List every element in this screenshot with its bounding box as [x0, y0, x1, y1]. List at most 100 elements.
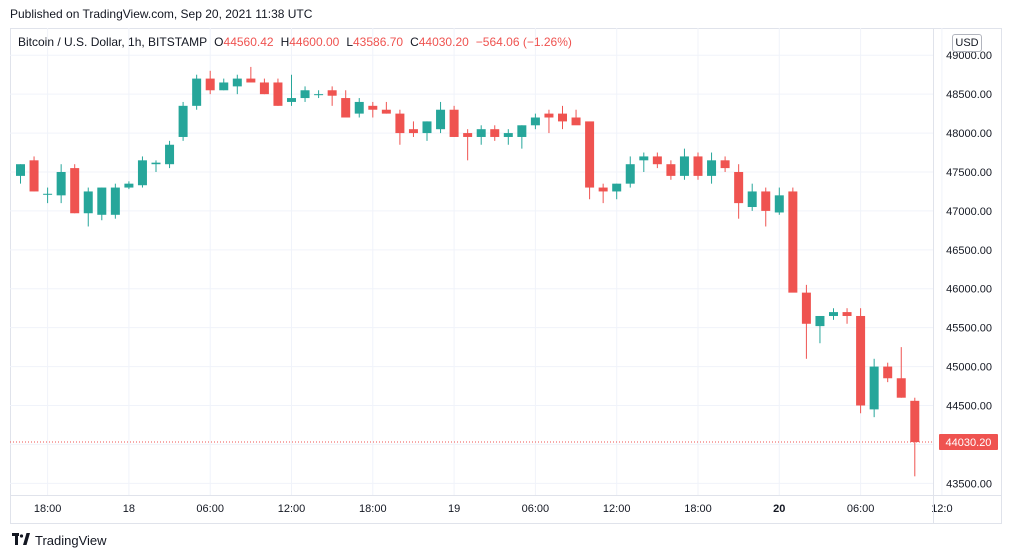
candle [219, 78, 229, 91]
legend-low-label: L [346, 35, 353, 49]
candle [829, 308, 838, 320]
candle-body [341, 98, 351, 118]
x-tick-label: 18:00 [359, 503, 387, 515]
candle [815, 315, 825, 344]
candle [720, 156, 730, 172]
candle [422, 121, 432, 141]
legend-high-value: 44600.00 [289, 35, 340, 49]
legend-close-value: 44030.20 [418, 35, 469, 49]
candle [517, 125, 527, 149]
candle [381, 101, 391, 114]
candle-body [70, 168, 80, 214]
candle-body [883, 366, 893, 379]
candle [503, 129, 513, 145]
x-tick-label: 12:00 [603, 503, 631, 515]
candle [368, 101, 378, 118]
candle [476, 125, 486, 145]
candle-body [679, 156, 689, 176]
candle-body [910, 400, 920, 443]
candle-body [503, 133, 513, 137]
candle-body [585, 121, 595, 188]
candle [856, 308, 866, 414]
y-tick-label: 47500.00 [946, 167, 992, 179]
chart-frame [10, 28, 1002, 524]
candle-body [842, 312, 852, 316]
candle [151, 160, 161, 172]
candle-body [815, 315, 825, 327]
x-tick-label: 06:00 [196, 503, 224, 515]
candle-body [652, 156, 662, 165]
y-tick-label: 46000.00 [946, 284, 992, 296]
candle-body [16, 164, 25, 176]
candle-body [29, 160, 39, 192]
y-tick-label: 44500.00 [946, 400, 992, 412]
currency-button[interactable]: USD [952, 34, 982, 52]
candle [490, 125, 500, 141]
candle-body [300, 90, 310, 99]
candle [558, 105, 567, 130]
candle [354, 98, 364, 118]
candle-body [774, 195, 784, 213]
candle-body [693, 156, 703, 176]
candle-body [856, 315, 866, 406]
candle-body [273, 82, 283, 106]
x-tick-label: 12:00 [278, 503, 306, 515]
candle [666, 160, 676, 180]
candle [747, 183, 757, 211]
candle [585, 121, 595, 200]
y-tick-label: 48500.00 [946, 89, 992, 101]
candle [259, 78, 269, 95]
candle-body [896, 378, 906, 398]
candle [395, 109, 405, 145]
candle-body [436, 109, 446, 130]
candle [436, 101, 446, 134]
candle [178, 101, 188, 141]
candle-body [788, 191, 798, 293]
candle-body [720, 160, 730, 169]
candle [598, 183, 608, 204]
candlestick-chart[interactable]: 49000.00 48500.00 48000.00 47500.00 47000.00… [10, 28, 1002, 524]
candle [463, 129, 473, 161]
candle [530, 113, 540, 130]
candle-body [558, 113, 567, 122]
candle-body [205, 78, 215, 91]
candle [205, 70, 215, 95]
candle [70, 164, 80, 214]
candle [327, 86, 337, 106]
candle-body [463, 133, 473, 137]
candle-body [408, 129, 418, 134]
legend-symbol: Bitcoin / U.S. Dollar, 1h, BITSTAMP [18, 35, 208, 49]
candle-body [232, 78, 242, 87]
candle [910, 397, 920, 477]
candle-body [192, 78, 202, 106]
candle-body [165, 144, 175, 165]
candle-body [354, 101, 364, 114]
candle-body [151, 162, 161, 165]
candle [165, 140, 175, 169]
candle-body [476, 129, 486, 137]
candle [83, 187, 93, 227]
candle [246, 66, 256, 83]
footer-brand[interactable]: TradingView [12, 533, 107, 548]
candle-body [761, 191, 771, 211]
candle [16, 164, 25, 184]
candle [842, 308, 852, 324]
legend-change: −564.06 (−1.26%) [475, 35, 572, 49]
candle [788, 187, 798, 293]
footer-brand-label: TradingView [35, 533, 107, 548]
candle-body [869, 366, 879, 410]
candle [29, 156, 39, 192]
last-price-label: 44030.20 [946, 437, 992, 449]
last-price-badge [939, 434, 998, 451]
candle [544, 109, 554, 134]
candle-body [666, 164, 676, 176]
candle-body [259, 82, 269, 95]
candle [192, 74, 202, 110]
candle [679, 148, 689, 180]
candle [408, 121, 418, 137]
legend-close-label: C [410, 35, 419, 49]
candle [287, 74, 296, 106]
candle-body [639, 156, 649, 161]
x-tick-label: 18 [123, 503, 135, 515]
candle [774, 187, 784, 215]
